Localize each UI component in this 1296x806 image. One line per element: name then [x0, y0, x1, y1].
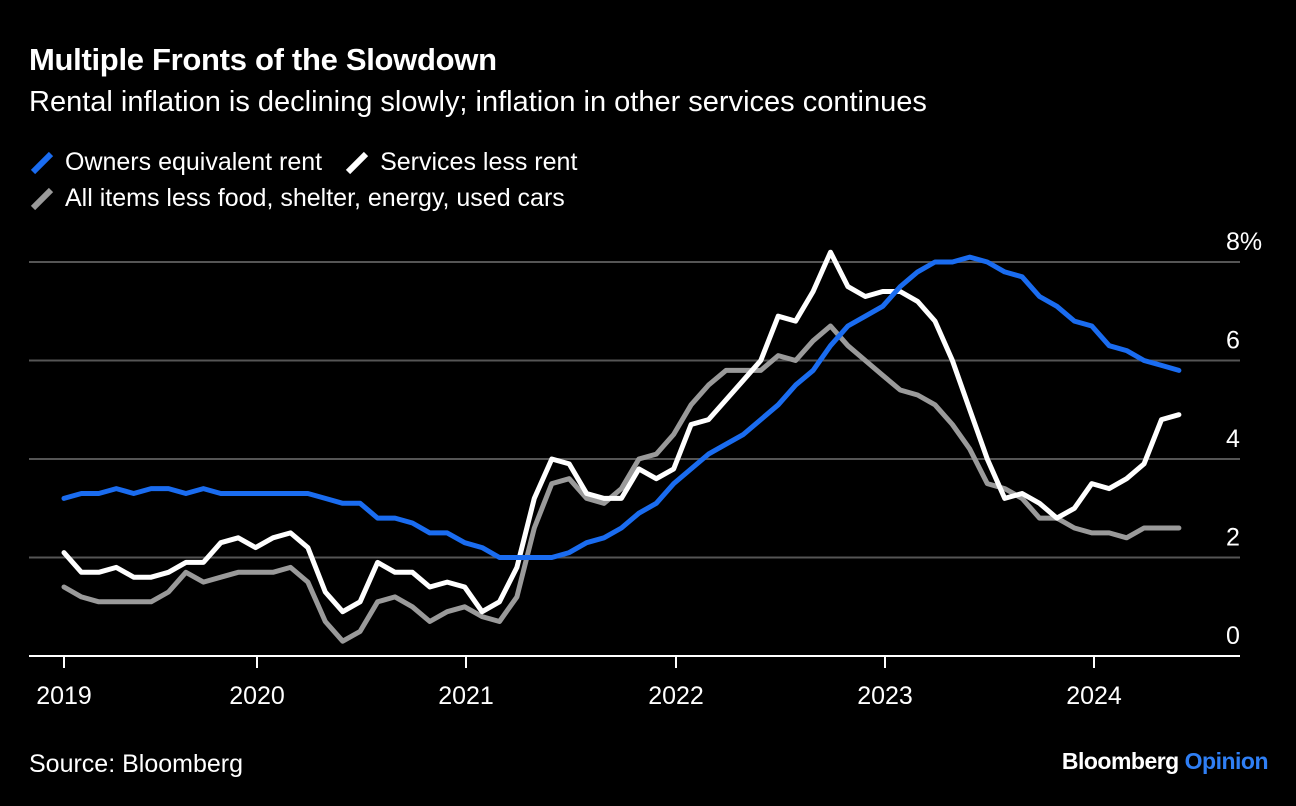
x-tick-label: 2023: [857, 682, 913, 710]
y-tick-label: 6: [1226, 327, 1240, 355]
series-line-oer: [61, 254, 1182, 560]
legend-swatch-services: [345, 151, 369, 174]
y-tick-labels: 0 2 4 6 8%: [1226, 228, 1262, 650]
legend-label-oer: Owners equivalent rent: [65, 148, 323, 176]
y-tick-label: 4: [1226, 425, 1240, 453]
series-line-core: [61, 323, 1182, 644]
legend-item-core: All items less food, shelter, energy, us…: [29, 184, 565, 213]
brand-main: Bloomberg: [1061, 748, 1179, 774]
legend-row-1: Owners equivalent rent Services less ren…: [29, 148, 599, 177]
legend-row-2: All items less food, shelter, energy, us…: [29, 184, 587, 213]
brand-logo: Bloomberg Opinion: [1061, 748, 1269, 775]
x-axis: 2019 2020 2021 2022 2023 2024: [29, 655, 1240, 710]
chart-subtitle: Rental inflation is declining slowly; in…: [29, 86, 927, 118]
legend-label-services: Services less rent: [380, 148, 578, 176]
x-tick-label: 2021: [438, 682, 494, 710]
legend-item-services: Services less rent: [344, 148, 577, 177]
y-tick-label: 0: [1226, 622, 1240, 650]
legend-label-core: All items less food, shelter, energy, us…: [65, 184, 565, 212]
x-tick-label: 2020: [229, 682, 285, 710]
legend-swatch-oer: [30, 151, 54, 174]
series-line-services: [61, 249, 1182, 615]
chart-title: Multiple Fronts of the Slowdown: [29, 42, 497, 77]
x-tick-label: 2022: [648, 682, 704, 710]
x-tick-label: 2024: [1066, 682, 1122, 710]
grid-lines: [29, 261, 1240, 559]
y-tick-label: 2: [1226, 524, 1240, 552]
series-lines: [61, 249, 1182, 644]
y-tick-label: 8%: [1226, 228, 1262, 256]
source-note: Source: Bloomberg: [29, 750, 244, 778]
x-tick-label: 2019: [36, 682, 92, 710]
legend-item-oer: Owners equivalent rent: [29, 148, 322, 177]
brand-accent: Opinion: [1184, 748, 1269, 774]
legend-swatch-core: [30, 187, 54, 210]
